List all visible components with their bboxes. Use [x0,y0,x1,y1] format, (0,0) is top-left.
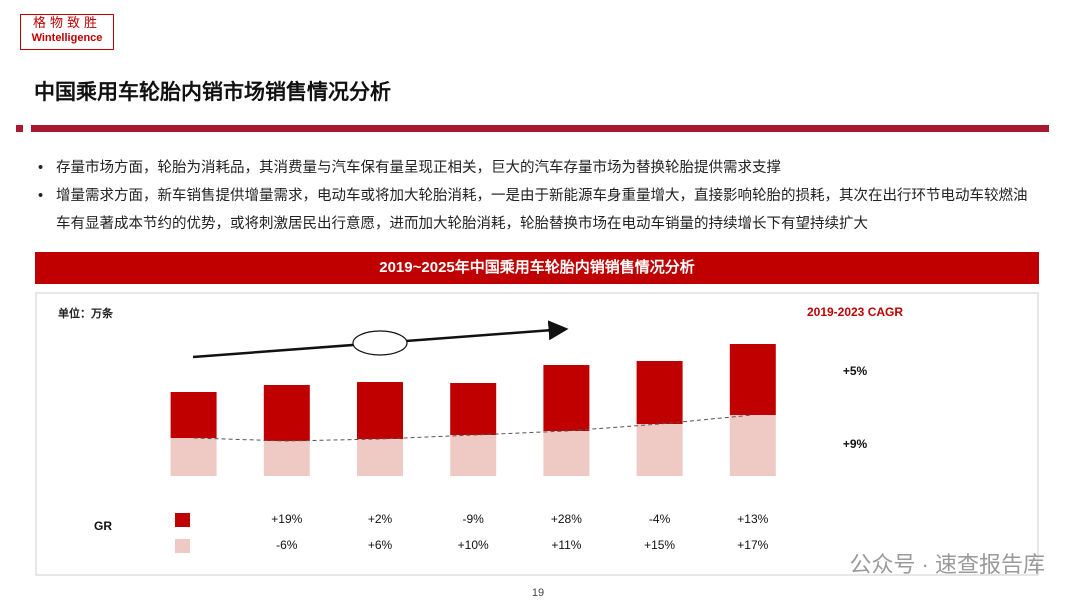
bar-segment [357,382,403,439]
growth-label: +17% [737,538,768,552]
logo-cn: 格物致胜 [32,15,101,30]
growth-label: +28% [551,512,582,526]
cagr-label: +9% [843,437,868,451]
bullet: 存量市场方面，轮胎为消耗品，其消费量与汽车保有量呈现正相关，巨大的汽车存量市场为… [38,154,1038,182]
title-rule-square [16,125,23,132]
bar-segment [170,438,217,476]
bar-segment [729,344,776,415]
chart-frame [35,292,1039,576]
bar-segment [543,365,590,431]
bar-segment [450,383,497,435]
growth-label: +15% [644,538,675,552]
growth-label: -6% [276,538,298,552]
growth-label: +2% [368,512,393,526]
growth-label: -9% [463,512,485,526]
logo-en: Wintelligence [31,32,103,44]
growth-legend-swatch [175,539,190,553]
bullets: 存量市场方面，轮胎为消耗品，其消费量与汽车保有量呈现正相关，巨大的汽车存量市场为… [38,154,1038,238]
slide-title: 中国乘用车轮胎内销市场销售情况分析 [34,81,391,104]
bar-segment [543,431,590,476]
cagr-title: 2019-2023 CAGR [807,305,903,319]
bar-segment [729,415,776,476]
growth-label: +6% [368,538,393,552]
bar-segment [357,439,403,476]
growth-label: +19% [271,512,302,526]
bar-segment [636,424,683,476]
trend-ellipse [352,330,408,356]
logo: 格物致胜 Wintelligence [20,14,114,50]
unit-label: 单位：万条 [58,306,114,320]
bar-segment [450,435,497,476]
cagr-label: +5% [843,364,868,378]
growth-title: GR [94,519,112,533]
growth-label: +10% [458,538,489,552]
growth-label: +13% [737,512,768,526]
title-rule [31,125,1049,132]
growth-label: -4% [649,512,671,526]
lower-trend-line [193,414,753,442]
growth-legend-swatch [175,513,190,527]
page-number: 19 [532,587,544,599]
bullet: 增量需求方面，新车销售提供增量需求，电动车或将加大轮胎消耗，一是由于新能源车身重… [38,182,1038,238]
chart-banner: 2019~2025年中国乘用车轮胎内销销售情况分析 [35,252,1039,284]
bar-segment [170,392,217,438]
bar-segment [263,441,310,476]
bar-segment [636,361,683,424]
growth-label: +11% [551,538,581,552]
bar-segment [263,385,310,441]
watermark: 公众号 · 速查报告库 [849,552,1045,577]
